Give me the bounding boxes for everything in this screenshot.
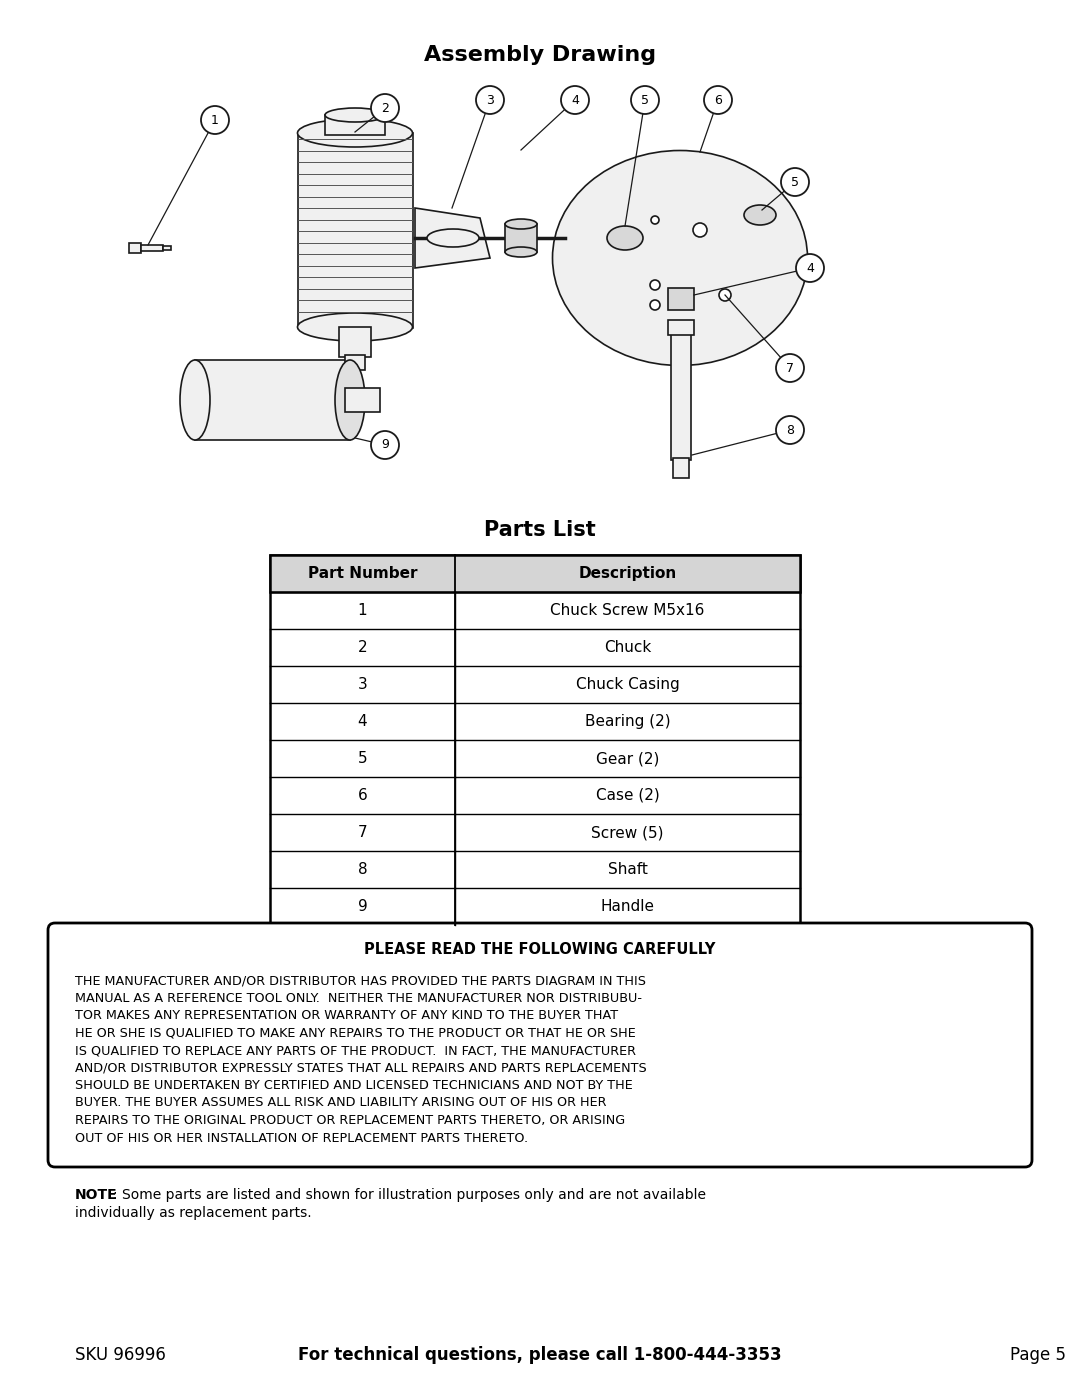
- Text: PLEASE READ THE FOLLOWING CAREFULLY: PLEASE READ THE FOLLOWING CAREFULLY: [364, 943, 716, 957]
- Ellipse shape: [297, 313, 413, 341]
- Bar: [669, 288, 694, 310]
- Text: 2: 2: [381, 102, 389, 115]
- Circle shape: [777, 416, 804, 444]
- Bar: [345, 388, 380, 412]
- Ellipse shape: [744, 205, 777, 225]
- Circle shape: [651, 217, 659, 224]
- Text: THE MANUFACTURER AND/OR DISTRIBUTOR HAS PROVIDED THE PARTS DIAGRAM IN THIS: THE MANUFACTURER AND/OR DISTRIBUTOR HAS …: [75, 974, 646, 988]
- Text: Chuck Screw M5x16: Chuck Screw M5x16: [551, 604, 704, 617]
- Text: IS QUALIFIED TO REPLACE ANY PARTS OF THE PRODUCT.  IN FACT, THE MANUFACTURER: IS QUALIFIED TO REPLACE ANY PARTS OF THE…: [75, 1044, 636, 1058]
- Ellipse shape: [335, 360, 365, 440]
- Text: : Some parts are listed and shown for illustration purposes only and are not ava: : Some parts are listed and shown for il…: [113, 1187, 706, 1201]
- Text: 5: 5: [642, 94, 649, 106]
- Text: NOTE: NOTE: [75, 1187, 118, 1201]
- Ellipse shape: [180, 360, 210, 440]
- Circle shape: [201, 106, 229, 134]
- Circle shape: [631, 87, 659, 115]
- Text: Handle: Handle: [600, 900, 654, 914]
- Text: Shaft: Shaft: [608, 862, 647, 877]
- Text: 1: 1: [357, 604, 367, 617]
- Circle shape: [719, 289, 731, 300]
- Circle shape: [372, 94, 399, 122]
- Text: 7: 7: [357, 826, 367, 840]
- Text: SKU 96996: SKU 96996: [75, 1345, 166, 1363]
- Bar: [163, 246, 171, 250]
- Text: OUT OF HIS OR HER INSTALLATION OF REPLACEMENT PARTS THERETO.: OUT OF HIS OR HER INSTALLATION OF REPLAC…: [75, 1132, 528, 1144]
- Text: 7: 7: [786, 362, 794, 374]
- Text: 8: 8: [786, 423, 794, 436]
- Polygon shape: [415, 208, 490, 268]
- Text: BUYER. THE BUYER ASSUMES ALL RISK AND LIABILITY ARISING OUT OF HIS OR HER: BUYER. THE BUYER ASSUMES ALL RISK AND LI…: [75, 1097, 607, 1109]
- Text: 6: 6: [714, 94, 721, 106]
- Circle shape: [650, 300, 660, 310]
- Circle shape: [650, 279, 660, 291]
- Ellipse shape: [325, 108, 384, 122]
- Text: individually as replacement parts.: individually as replacement parts.: [75, 1206, 312, 1220]
- Circle shape: [476, 87, 504, 115]
- Text: Chuck Casing: Chuck Casing: [576, 678, 679, 692]
- Bar: [270, 555, 800, 592]
- Ellipse shape: [607, 226, 643, 250]
- Text: Case (2): Case (2): [596, 788, 660, 803]
- Circle shape: [372, 432, 399, 460]
- Text: SHOULD BE UNDERTAKEN BY CERTIFIED AND LICENSED TECHNICIANS AND NOT BY THE: SHOULD BE UNDERTAKEN BY CERTIFIED AND LI…: [75, 1078, 633, 1092]
- Ellipse shape: [297, 119, 413, 147]
- Text: 4: 4: [571, 94, 579, 106]
- Ellipse shape: [427, 229, 480, 247]
- Bar: [345, 355, 365, 370]
- Text: 5: 5: [357, 752, 367, 766]
- Bar: [298, 133, 413, 328]
- Circle shape: [693, 224, 707, 237]
- Text: 4: 4: [806, 261, 814, 274]
- Text: For technical questions, please call 1-800-444-3353: For technical questions, please call 1-8…: [298, 1345, 782, 1363]
- FancyBboxPatch shape: [48, 923, 1032, 1166]
- Text: 3: 3: [486, 94, 494, 106]
- Text: 2: 2: [357, 640, 367, 655]
- Text: HE OR SHE IS QUALIFIED TO MAKE ANY REPAIRS TO THE PRODUCT OR THAT HE OR SHE: HE OR SHE IS QUALIFIED TO MAKE ANY REPAI…: [75, 1027, 636, 1039]
- Circle shape: [561, 87, 589, 115]
- Bar: [270, 555, 800, 925]
- Text: Bearing (2): Bearing (2): [584, 714, 671, 729]
- Text: 6: 6: [357, 788, 367, 803]
- Bar: [671, 330, 691, 460]
- Text: 8: 8: [357, 862, 367, 877]
- Text: 5: 5: [791, 176, 799, 189]
- Ellipse shape: [505, 219, 537, 229]
- Bar: [339, 327, 372, 358]
- Ellipse shape: [553, 151, 808, 366]
- Text: MANUAL AS A REFERENCE TOOL ONLY.  NEITHER THE MANUFACTURER NOR DISTRIBUBU-: MANUAL AS A REFERENCE TOOL ONLY. NEITHER…: [75, 992, 642, 1004]
- Text: Assembly Drawing: Assembly Drawing: [424, 45, 656, 66]
- Text: Page 5: Page 5: [1010, 1345, 1066, 1363]
- Text: 4: 4: [357, 714, 367, 729]
- Ellipse shape: [505, 247, 537, 257]
- Circle shape: [704, 87, 732, 115]
- Text: REPAIRS TO THE ORIGINAL PRODUCT OR REPLACEMENT PARTS THERETO, OR ARISING: REPAIRS TO THE ORIGINAL PRODUCT OR REPLA…: [75, 1113, 625, 1127]
- Text: Chuck: Chuck: [604, 640, 651, 655]
- Text: Description: Description: [579, 566, 677, 581]
- Text: TOR MAKES ANY REPRESENTATION OR WARRANTY OF ANY KIND TO THE BUYER THAT: TOR MAKES ANY REPRESENTATION OR WARRANTY…: [75, 1009, 618, 1023]
- Text: Parts List: Parts List: [484, 520, 596, 541]
- Text: Part Number: Part Number: [308, 566, 417, 581]
- Bar: [195, 360, 350, 440]
- Text: 3: 3: [357, 678, 367, 692]
- Circle shape: [796, 254, 824, 282]
- Bar: [141, 244, 163, 251]
- Circle shape: [777, 353, 804, 381]
- Text: Screw (5): Screw (5): [591, 826, 664, 840]
- Text: Gear (2): Gear (2): [596, 752, 659, 766]
- Text: 9: 9: [381, 439, 389, 451]
- Text: 1: 1: [211, 113, 219, 127]
- Bar: [129, 243, 141, 253]
- Bar: [673, 458, 689, 478]
- Text: 9: 9: [357, 900, 367, 914]
- Circle shape: [781, 168, 809, 196]
- Bar: [669, 320, 694, 335]
- Text: AND/OR DISTRIBUTOR EXPRESSLY STATES THAT ALL REPAIRS AND PARTS REPLACEMENTS: AND/OR DISTRIBUTOR EXPRESSLY STATES THAT…: [75, 1062, 647, 1074]
- Bar: [325, 115, 384, 136]
- Bar: [505, 224, 537, 251]
